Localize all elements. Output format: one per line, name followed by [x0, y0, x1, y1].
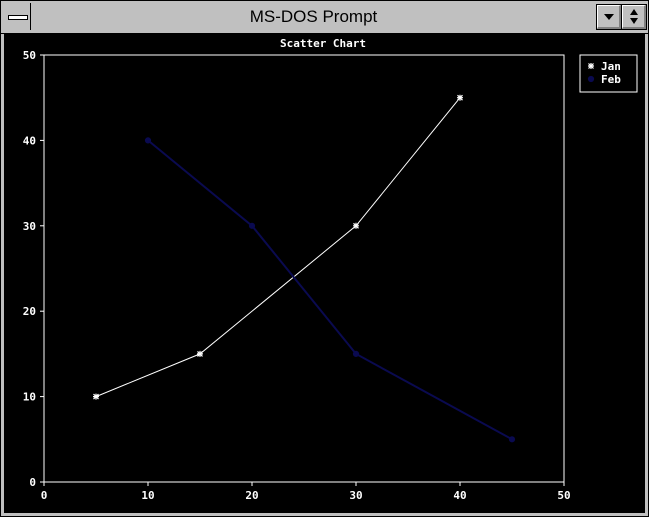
series-layer [93, 94, 516, 443]
data-point-jan [457, 94, 463, 101]
x-tick-label: 0 [41, 489, 48, 502]
x-tick-label: 10 [141, 489, 154, 502]
legend-label-feb: Feb [601, 73, 621, 86]
y-tick-label: 40 [23, 134, 36, 147]
data-point-feb [587, 75, 595, 83]
data-point-jan [197, 350, 203, 357]
y-tick-label: 30 [23, 220, 36, 233]
triangle-up-icon [630, 9, 638, 15]
minimize-button[interactable] [596, 4, 622, 30]
triangle-down-icon [630, 18, 638, 24]
y-tick-label: 10 [23, 391, 36, 404]
scatter-chart: Scatter Chart 0 10 20 30 40 50 0 10 20 30 40 50 Jan… [23, 37, 638, 502]
x-tick-label: 30 [349, 489, 362, 502]
x-tick-label: 40 [453, 489, 466, 502]
legend-box [579, 54, 638, 93]
x-tick-label: 50 [557, 489, 570, 502]
data-point-feb [508, 436, 516, 443]
chart-title: Scatter Chart [280, 37, 366, 50]
y-tick-label: 50 [23, 49, 36, 62]
title-bar[interactable]: MS-DOS Prompt [1, 1, 648, 34]
series-line-jan [95, 97, 461, 398]
data-point-feb [352, 350, 360, 357]
axes: 0 10 20 30 40 50 0 10 20 30 40 50 [23, 49, 571, 502]
series-line-feb [147, 139, 513, 441]
data-point-feb [144, 137, 152, 144]
x-tick-label: 20 [245, 489, 258, 502]
plot-frame [43, 54, 565, 483]
data-point-jan [353, 222, 359, 229]
legend-label-jan: Jan [601, 60, 621, 73]
triangle-down-icon [604, 14, 614, 20]
data-point-jan [588, 63, 594, 69]
system-menu-icon [8, 15, 28, 20]
system-menu-button[interactable] [3, 3, 31, 30]
y-tick-label: 0 [29, 476, 36, 489]
window-title: MS-DOS Prompt [249, 7, 378, 26]
data-point-feb [248, 222, 256, 229]
data-point-jan [93, 393, 99, 400]
y-tick-label: 20 [23, 305, 36, 318]
console-area[interactable]: Scatter Chart 0 10 20 30 40 50 0 10 20 30 40 50 Jan… [4, 34, 645, 513]
restore-button[interactable] [621, 4, 647, 30]
